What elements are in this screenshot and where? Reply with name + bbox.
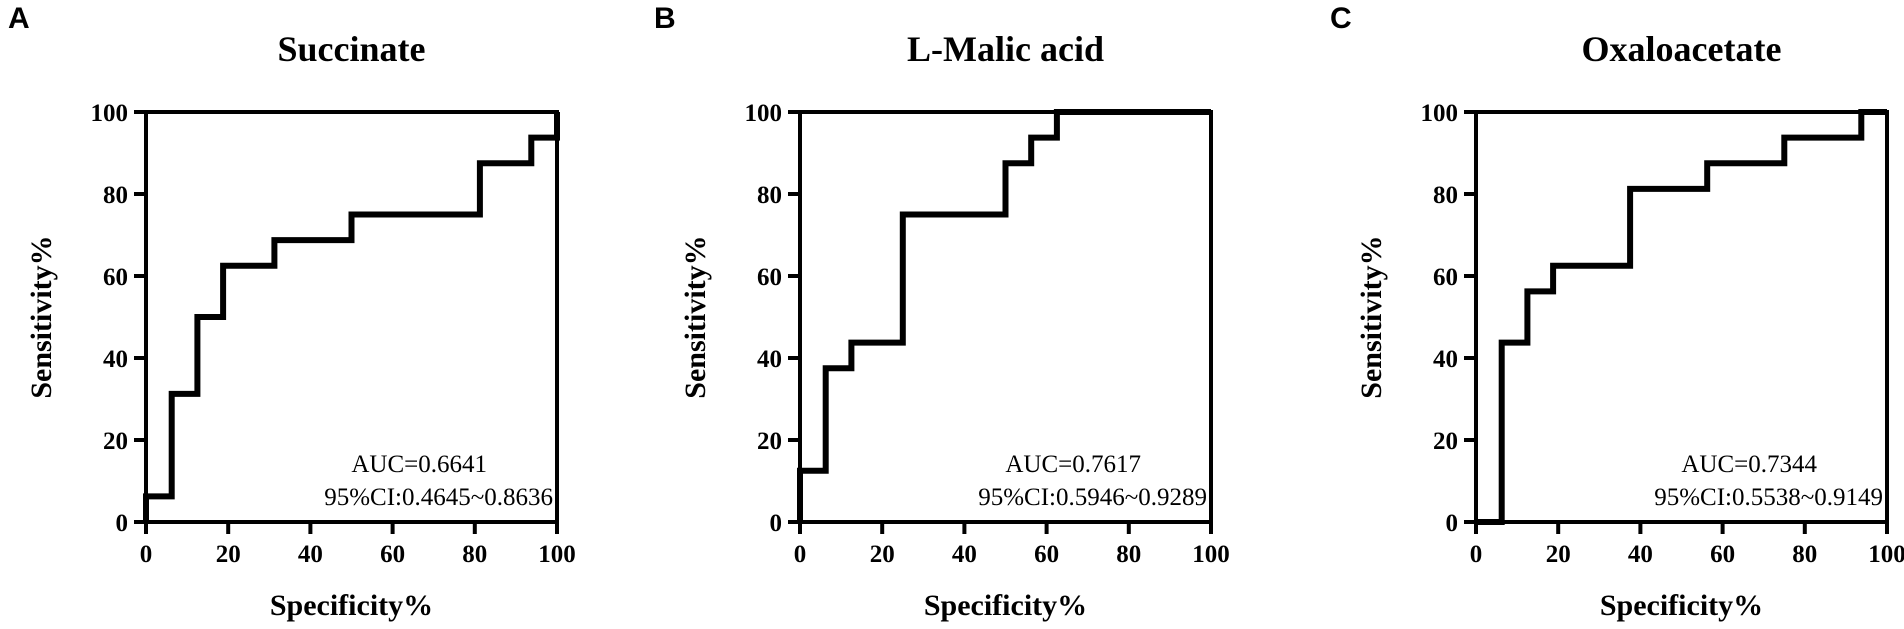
y-tick-label: 40 bbox=[757, 346, 782, 373]
x-tick-label: 60 bbox=[380, 541, 405, 568]
x-tick-label: 0 bbox=[794, 541, 807, 568]
auc-label: AUC=0.7617 bbox=[1005, 451, 1141, 478]
y-tick-label: 60 bbox=[1433, 264, 1458, 291]
y-tick-label: 60 bbox=[757, 264, 782, 291]
x-tick-label: 100 bbox=[1192, 541, 1230, 568]
y-tick-label: 20 bbox=[1433, 428, 1458, 455]
ci-label: 95%CI:0.5538~0.9149 bbox=[1654, 484, 1883, 511]
x-tick-label: 0 bbox=[140, 541, 153, 568]
roc-curve bbox=[797, 109, 1211, 522]
x-tick-label: 40 bbox=[952, 541, 977, 568]
y-tick-label: 40 bbox=[103, 346, 128, 373]
auc-label: AUC=0.7344 bbox=[1681, 451, 1817, 478]
x-tick-label: 100 bbox=[1868, 541, 1904, 568]
chart-panel-c: C Oxaloacetate 0 20 40 60 80 100 0 20 40 60 80 100 Spe… bbox=[1330, 2, 1904, 622]
x-tick-label: 80 bbox=[1116, 541, 1141, 568]
x-tick-label: 40 bbox=[1628, 541, 1653, 568]
x-tick-label: 20 bbox=[870, 541, 895, 568]
y-axis-label: Sensitivity% bbox=[25, 235, 58, 398]
chart-panel-a: A Succinate 0 20 40 60 80 100 0 20 40 60 80 100 Specif… bbox=[8, 2, 576, 622]
y-tick-label: 80 bbox=[757, 182, 782, 209]
ci-label: 95%CI:0.4645~0.8636 bbox=[324, 484, 553, 511]
ci-label: 95%CI:0.5946~0.9289 bbox=[978, 484, 1207, 511]
x-axis-label: Specificity% bbox=[1600, 589, 1763, 622]
roc-curve bbox=[1476, 109, 1887, 525]
x-tick-label: 60 bbox=[1034, 541, 1059, 568]
roc-curve bbox=[143, 112, 560, 522]
y-tick-label: 60 bbox=[103, 264, 128, 291]
y-tick-label: 100 bbox=[91, 100, 129, 127]
auc-label: AUC=0.6641 bbox=[351, 451, 487, 478]
chart-title: Succinate bbox=[278, 29, 426, 69]
x-tick-label: 80 bbox=[1792, 541, 1817, 568]
x-axis-label: Specificity% bbox=[270, 589, 433, 622]
x-tick-label: 0 bbox=[1470, 541, 1483, 568]
chart-panel-b: B L-Malic acid 0 20 40 60 80 100 0 20 40 60 80 100 Spe… bbox=[654, 2, 1230, 622]
x-tick-label: 80 bbox=[462, 541, 487, 568]
y-tick-label: 0 bbox=[1446, 510, 1459, 537]
y-tick-label: 80 bbox=[103, 182, 128, 209]
x-tick-label: 40 bbox=[298, 541, 323, 568]
y-axis-label: Sensitivity% bbox=[679, 235, 712, 398]
chart-title: L-Malic acid bbox=[907, 29, 1104, 69]
x-tick-label: 20 bbox=[1546, 541, 1571, 568]
y-axis-label: Sensitivity% bbox=[1355, 235, 1388, 398]
panel-letter: C bbox=[1330, 2, 1352, 35]
plot-frame bbox=[144, 110, 559, 524]
x-tick-label: 100 bbox=[538, 541, 576, 568]
plot-frame bbox=[1474, 110, 1889, 524]
chart-title: Oxaloacetate bbox=[1582, 29, 1782, 69]
y-tick-label: 20 bbox=[757, 428, 782, 455]
panel-letter: B bbox=[654, 2, 676, 35]
x-tick-label: 60 bbox=[1710, 541, 1735, 568]
y-tick-label: 0 bbox=[116, 510, 129, 537]
plot-frame bbox=[798, 110, 1213, 524]
x-tick-label: 20 bbox=[216, 541, 241, 568]
y-tick-label: 100 bbox=[745, 100, 783, 127]
y-tick-label: 80 bbox=[1433, 182, 1458, 209]
x-axis-label: Specificity% bbox=[924, 589, 1087, 622]
y-tick-label: 100 bbox=[1421, 100, 1459, 127]
panel-letter: A bbox=[8, 2, 30, 35]
y-tick-label: 20 bbox=[103, 428, 128, 455]
y-tick-label: 0 bbox=[770, 510, 783, 537]
y-tick-label: 40 bbox=[1433, 346, 1458, 373]
